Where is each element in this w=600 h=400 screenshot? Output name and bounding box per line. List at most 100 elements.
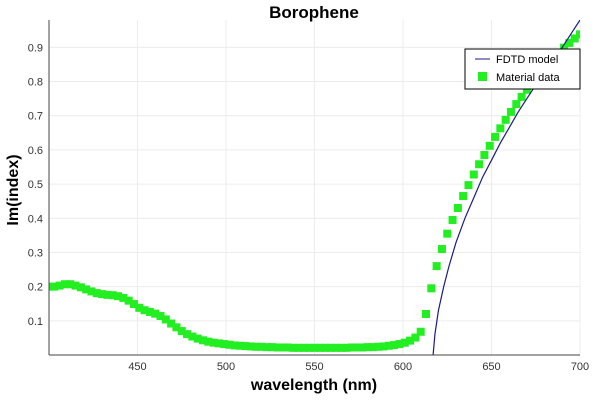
material-data-point (135, 303, 144, 312)
material-data-point (50, 282, 59, 291)
y-tick-label: 0.5 (28, 179, 43, 191)
material-data-point (310, 343, 319, 352)
y-tick-label: 0.9 (28, 42, 43, 54)
material-data-point (108, 291, 117, 300)
material-data-point (98, 290, 107, 299)
material-data-point (363, 343, 372, 352)
material-data-point (368, 343, 377, 352)
material-data-point (151, 309, 160, 318)
material-data-point (252, 342, 261, 351)
material-data-point (246, 342, 255, 351)
material-data-point (496, 124, 505, 133)
material-data-point (124, 296, 133, 305)
material-data-point (491, 132, 500, 141)
material-data-point (262, 343, 271, 352)
material-data-point (517, 92, 526, 101)
material-data-point (506, 107, 515, 116)
material-data-point (305, 343, 314, 352)
y-axis-label: Im(index) (5, 154, 22, 225)
y-tick-label: 0.4 (28, 213, 43, 225)
x-tick-label: 500 (217, 361, 235, 373)
legend-box (464, 48, 581, 90)
legend-swatch-material-data (478, 72, 487, 81)
material-data-point (119, 293, 128, 302)
material-data-point (358, 343, 367, 352)
material-data-point (379, 342, 388, 351)
material-data-point (321, 343, 330, 352)
material-data-point (342, 343, 351, 352)
material-data-point (103, 290, 112, 299)
legend-label-fdtd-model: FDTD model (496, 54, 558, 66)
material-data-point (400, 338, 409, 347)
material-data-point (114, 292, 123, 301)
y-tick-label: 0.8 (28, 77, 43, 89)
material-data-point (432, 262, 441, 271)
material-data-point (188, 332, 197, 341)
material-data-point (71, 281, 80, 290)
material-data-point (273, 343, 282, 352)
material-data-point (522, 85, 531, 94)
material-data-point (406, 336, 415, 345)
material-data-point (331, 343, 340, 352)
material-data-point (278, 343, 287, 352)
material-data-point (129, 300, 138, 309)
grid (49, 20, 581, 355)
material-data-point (326, 343, 335, 352)
x-tick-label: 650 (482, 361, 500, 373)
material-data-point (183, 330, 192, 339)
material-data-point (422, 309, 431, 318)
material-data-point (140, 306, 149, 315)
material-data-point (87, 287, 96, 296)
material-data-point (565, 38, 574, 47)
material-data-point (268, 343, 277, 352)
material-data-point (459, 192, 468, 201)
y-tick-label: 0.6 (28, 145, 43, 157)
material-data-point (448, 215, 457, 224)
material-data-point (225, 340, 234, 349)
material-data-point (236, 341, 245, 350)
material-data-point (209, 338, 218, 347)
y-tick-label: 0.3 (28, 247, 43, 259)
material-data-point (570, 34, 579, 43)
material-data-point (480, 151, 489, 160)
material-data-point (464, 181, 473, 190)
material-data-point (475, 160, 484, 169)
material-data-point (443, 229, 452, 238)
material-data-point (337, 343, 346, 352)
material-data-point (145, 307, 154, 316)
material-data-point (76, 283, 85, 292)
material-data-point (469, 170, 478, 179)
material-data-point (374, 342, 383, 351)
material-data-point (167, 319, 176, 328)
material-data-point (283, 343, 292, 352)
material-data-point (395, 340, 404, 349)
x-tick-label: 550 (305, 361, 323, 373)
material-data-point (411, 333, 420, 342)
material-data-point (384, 341, 393, 350)
legend: FDTD model Material data (464, 48, 581, 90)
x-tick-label: 700 (571, 361, 589, 373)
x-axis-ticks: 450 500 550 600 650 700 (128, 361, 589, 373)
material-data-point (66, 280, 75, 289)
material-data-point (427, 284, 436, 293)
material-data-point (204, 337, 213, 346)
material-data-point (177, 327, 186, 336)
y-tick-label: 0.1 (28, 316, 43, 328)
material-data-point (257, 342, 266, 351)
y-tick-label: 0.7 (28, 111, 43, 123)
material-data-point (193, 334, 202, 343)
material-data-point (230, 341, 239, 350)
material-data-point (315, 343, 324, 352)
material-data-point (512, 100, 521, 109)
material-data-point (390, 341, 399, 350)
material-data-point (156, 312, 165, 321)
chart-title: Borophene (269, 3, 359, 22)
x-axis-label: wavelength (nm) (250, 377, 377, 394)
x-tick-label: 600 (394, 361, 412, 373)
material-data-point (214, 339, 223, 348)
material-data-point (161, 315, 170, 324)
material-data-point (289, 343, 298, 352)
material-data-point (92, 289, 101, 298)
material-data-point (576, 30, 580, 39)
x-tick-label: 450 (128, 361, 146, 373)
